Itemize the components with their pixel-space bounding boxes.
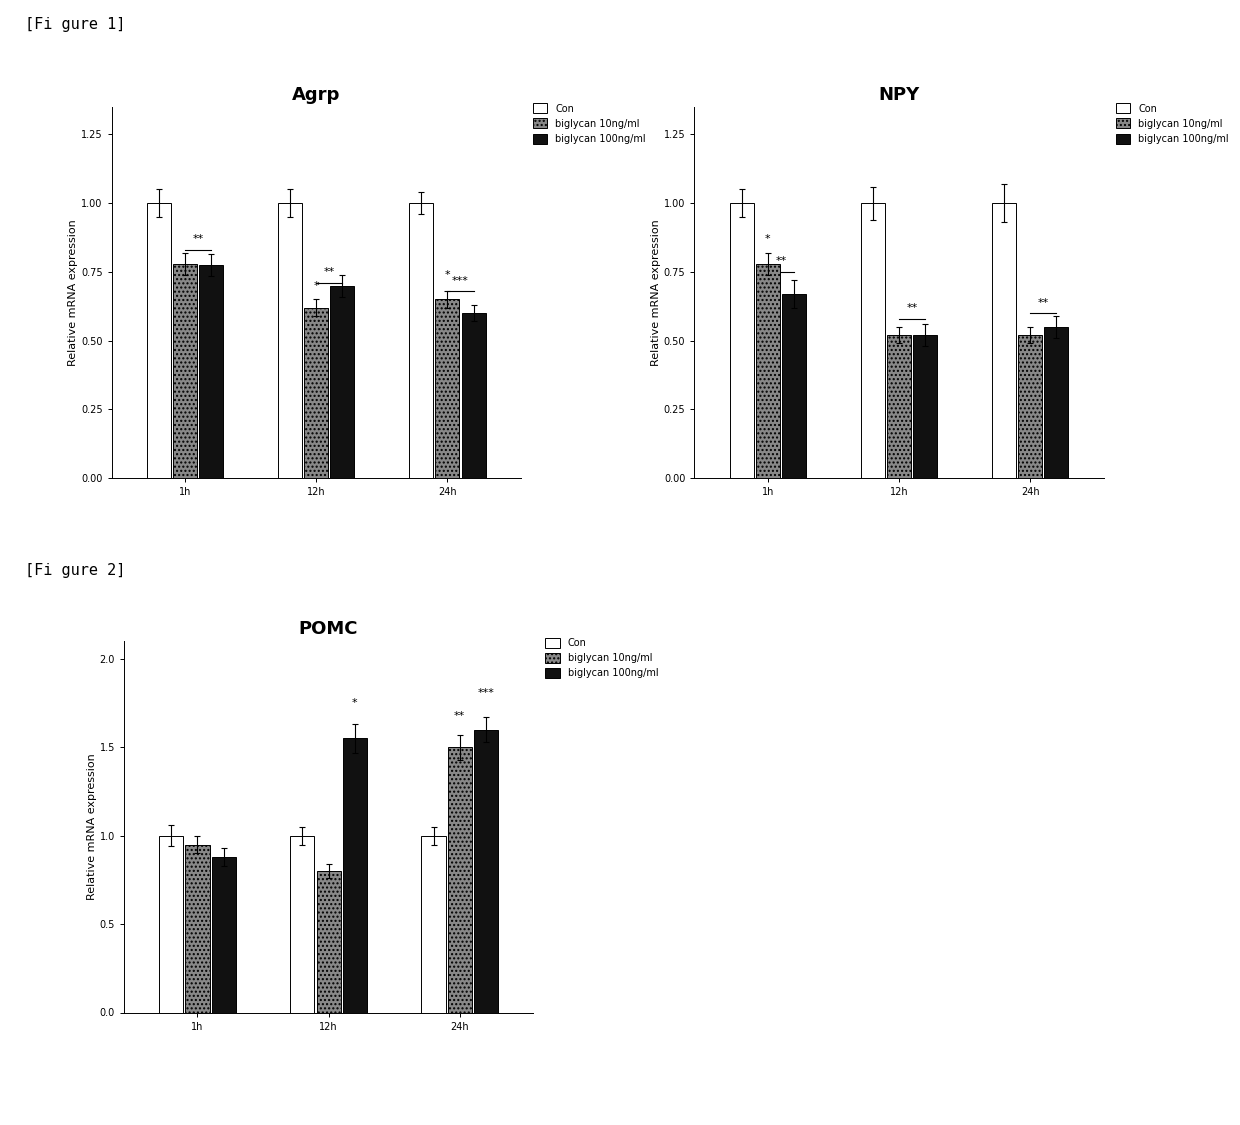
- Bar: [409, 204, 433, 478]
- Bar: [913, 335, 937, 478]
- Bar: [461, 313, 486, 478]
- Text: ***: ***: [477, 687, 495, 698]
- Bar: [146, 204, 171, 478]
- Bar: [992, 204, 1016, 478]
- Title: NPY: NPY: [878, 86, 920, 104]
- Text: **: **: [192, 234, 203, 244]
- Bar: [422, 836, 445, 1012]
- Bar: [330, 286, 355, 478]
- Bar: [729, 204, 754, 478]
- Bar: [186, 845, 210, 1012]
- Bar: [887, 335, 911, 478]
- Text: *: *: [765, 234, 770, 244]
- Text: [Fi gure 1]: [Fi gure 1]: [25, 17, 125, 32]
- Text: ***: ***: [453, 276, 469, 286]
- Bar: [756, 263, 780, 478]
- Legend: Con, biglycan 10ng/ml, biglycan 100ng/ml: Con, biglycan 10ng/ml, biglycan 100ng/ml: [542, 633, 662, 682]
- Text: **: **: [454, 711, 465, 721]
- Title: POMC: POMC: [299, 620, 358, 638]
- Bar: [782, 294, 806, 478]
- Text: [Fi gure 2]: [Fi gure 2]: [25, 562, 125, 577]
- Bar: [290, 836, 315, 1012]
- Y-axis label: Relative mRNA expression: Relative mRNA expression: [68, 219, 78, 366]
- Text: *: *: [314, 281, 319, 291]
- Bar: [304, 307, 329, 478]
- Bar: [278, 204, 303, 478]
- Legend: Con, biglycan 10ng/ml, biglycan 100ng/ml: Con, biglycan 10ng/ml, biglycan 100ng/ml: [529, 99, 650, 147]
- Bar: [474, 730, 498, 1012]
- Y-axis label: Relative mRNA expression: Relative mRNA expression: [87, 754, 97, 900]
- Bar: [174, 263, 197, 478]
- Text: **: **: [906, 303, 918, 313]
- Text: *: *: [352, 699, 357, 709]
- Bar: [342, 738, 367, 1012]
- Bar: [212, 857, 236, 1012]
- Bar: [316, 871, 341, 1012]
- Bar: [1018, 335, 1042, 478]
- Bar: [1044, 327, 1069, 478]
- Text: **: **: [1038, 298, 1049, 307]
- Text: **: **: [775, 256, 786, 267]
- Y-axis label: Relative mRNA expression: Relative mRNA expression: [651, 219, 661, 366]
- Bar: [159, 836, 184, 1012]
- Text: *: *: [445, 270, 450, 280]
- Bar: [448, 747, 471, 1012]
- Bar: [861, 204, 885, 478]
- Bar: [435, 299, 459, 478]
- Bar: [200, 266, 223, 478]
- Title: Agrp: Agrp: [291, 86, 341, 104]
- Legend: Con, biglycan 10ng/ml, biglycan 100ng/ml: Con, biglycan 10ng/ml, biglycan 100ng/ml: [1112, 99, 1233, 147]
- Text: **: **: [324, 268, 335, 278]
